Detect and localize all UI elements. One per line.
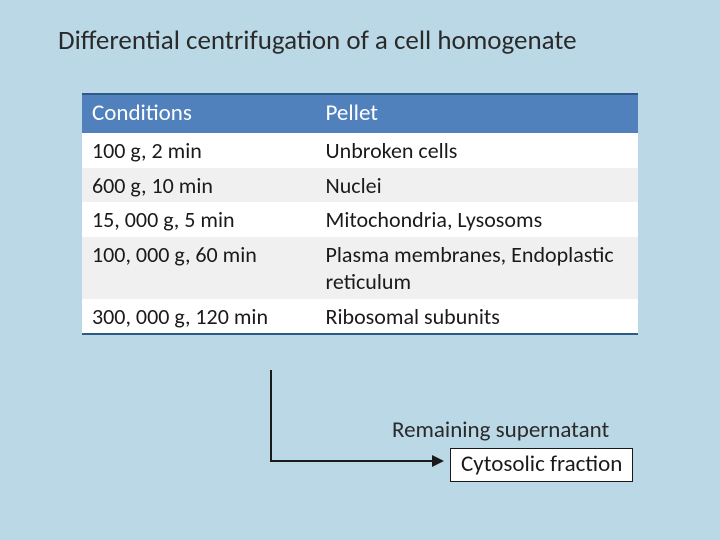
arrow-vertical: [270, 370, 272, 460]
table-row: 600 g, 10 min Nuclei: [82, 168, 638, 203]
cell-pellet: Ribosomal subunits: [316, 299, 638, 334]
table-row: 100, 000 g, 60 min Plasma membranes, End…: [82, 237, 638, 299]
header-conditions: Conditions: [82, 95, 316, 133]
cytosolic-fraction-box: Cytosolic fraction: [450, 448, 633, 482]
centrifugation-table-container: Conditions Pellet 100 g, 2 min Unbroken …: [82, 93, 638, 335]
table-header-row: Conditions Pellet: [82, 95, 638, 133]
arrow-horizontal: [270, 460, 432, 462]
table-row: 15, 000 g, 5 min Mitochondria, Lysosoms: [82, 202, 638, 237]
cell-conditions: 100 g, 2 min: [82, 133, 316, 168]
cell-conditions: 100, 000 g, 60 min: [82, 237, 316, 299]
cell-pellet: Unbroken cells: [316, 133, 638, 168]
cell-conditions: 15, 000 g, 5 min: [82, 202, 316, 237]
supernatant-label: Remaining supernatant: [392, 416, 609, 444]
cell-pellet: Nuclei: [316, 168, 638, 203]
cell-pellet: Mitochondria, Lysosoms: [316, 202, 638, 237]
slide-title: Differential centrifugation of a cell ho…: [0, 0, 720, 69]
arrow-head-icon: [432, 455, 444, 467]
table-row: 300, 000 g, 120 min Ribosomal subunits: [82, 299, 638, 334]
cell-pellet: Plasma membranes, Endoplastic reticulum: [316, 237, 638, 299]
cell-conditions: 600 g, 10 min: [82, 168, 316, 203]
header-pellet: Pellet: [316, 95, 638, 133]
cell-conditions: 300, 000 g, 120 min: [82, 299, 316, 334]
centrifugation-table: Conditions Pellet 100 g, 2 min Unbroken …: [82, 95, 638, 333]
table-row: 100 g, 2 min Unbroken cells: [82, 133, 638, 168]
